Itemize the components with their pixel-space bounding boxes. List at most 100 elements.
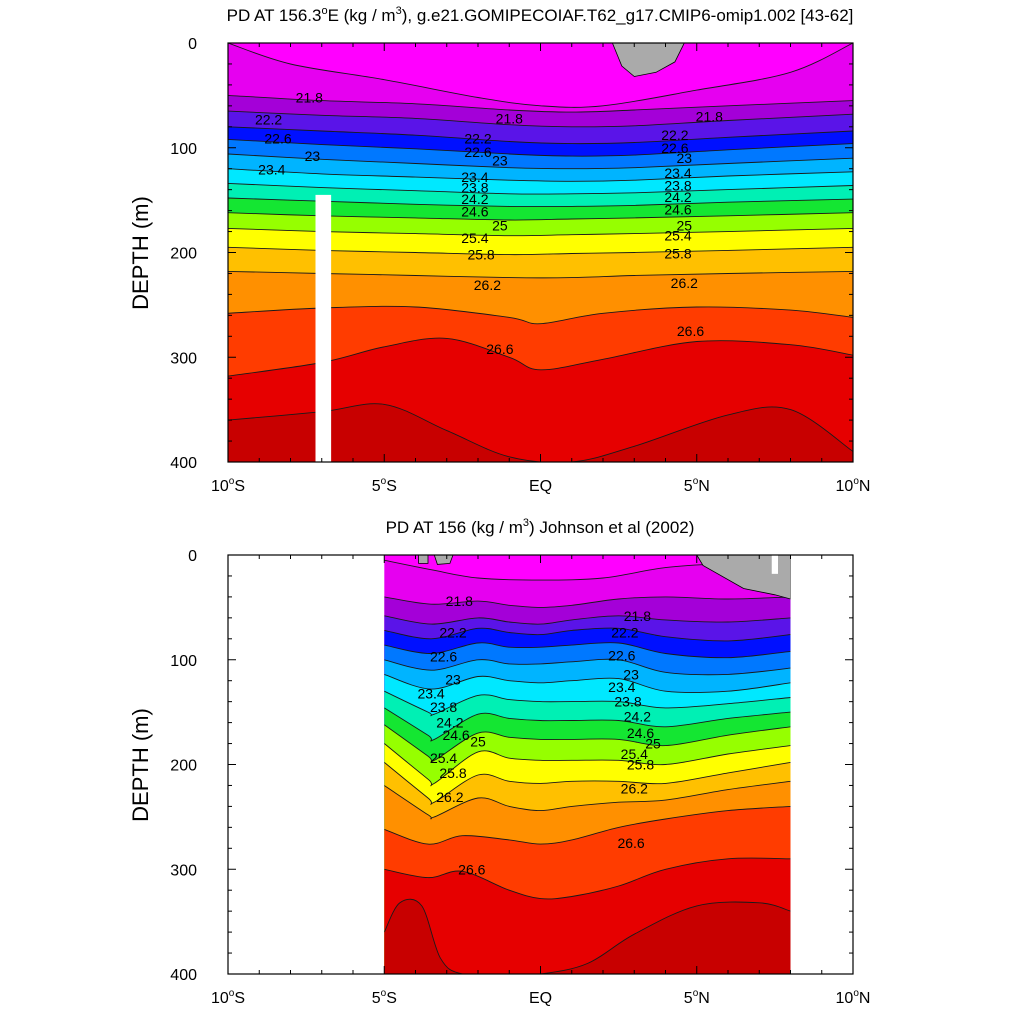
contour-label: 24.6 — [664, 202, 691, 218]
contour-line-21.2 — [228, 43, 853, 108]
x-tick-label: 5oN — [684, 476, 710, 495]
contour-label: 24.6 — [627, 725, 654, 741]
y-tick-label: 300 — [170, 350, 197, 367]
contour-label: 23.4 — [608, 679, 635, 695]
contour-line-21.6 — [228, 94, 853, 113]
contour-line-22.8 — [384, 642, 791, 659]
y-tick-label: 400 — [170, 967, 197, 984]
land-mask-2 — [696, 555, 791, 600]
contour-label: 21.8 — [624, 608, 651, 624]
contour-label: 23.4 — [417, 685, 444, 701]
contour-label: 25.4 — [664, 228, 691, 244]
contour-label: 23.4 — [664, 165, 691, 181]
contour-label: 26.2 — [671, 275, 698, 291]
x-tick-label: 10oS — [211, 476, 245, 495]
contour-band-27 — [228, 403, 853, 462]
contour-line-26.4 — [228, 305, 853, 325]
contour-line-23.6 — [228, 168, 853, 182]
x-tick-label: 10oN — [836, 988, 871, 1007]
contour-label: 24.2 — [461, 191, 488, 207]
x-tick-label: 5oS — [372, 988, 397, 1007]
contour-line-25.2 — [384, 743, 791, 787]
contour-line-24 — [384, 690, 791, 717]
contour-label: 24.2 — [436, 715, 463, 731]
panel-bottom-observed: PD AT 156 (kg / m3) Johnson et al (2002)… — [128, 517, 870, 1007]
land-mask-0 — [418, 555, 429, 564]
axis-ticks — [227, 554, 854, 975]
y-tick-label: 300 — [170, 862, 197, 879]
contour-label: 25.8 — [664, 246, 691, 262]
contour-line-22 — [228, 110, 853, 128]
y-tick-label: 100 — [170, 653, 197, 670]
contour-line-22.4 — [384, 627, 791, 642]
contour-line-26.8 — [228, 337, 853, 377]
contour-label: 26.6 — [617, 835, 644, 851]
contour-line-24.4 — [384, 707, 791, 742]
y-tick-label: 100 — [170, 141, 197, 158]
x-tick-label: EQ — [529, 478, 552, 495]
contour-label: 23.4 — [461, 169, 488, 185]
contour-line-26.8 — [384, 857, 791, 900]
contour-label: 22.6 — [661, 140, 688, 156]
contour-label: 25 — [470, 734, 486, 750]
contour-label: 21.8 — [496, 110, 523, 126]
contour-line-22.8 — [228, 138, 853, 157]
contour-label: 23 — [305, 148, 321, 164]
contour-label: 25.4 — [430, 750, 457, 766]
contour-label: 26.2 — [436, 789, 463, 805]
contour-label: 25.8 — [467, 247, 494, 263]
missing-data-0 — [771, 555, 778, 574]
x-tick-label: 5oS — [372, 476, 397, 495]
missing-data-0 — [315, 194, 332, 462]
contour-label: 22.6 — [464, 144, 491, 160]
contour-label: 25.4 — [461, 230, 488, 246]
contour-label: 26.6 — [458, 861, 485, 877]
contour-label: 24.2 — [624, 708, 651, 724]
contour-label: 22.2 — [611, 625, 638, 641]
x-tick-label: 10oN — [836, 476, 871, 495]
contour-band-27 — [384, 899, 791, 974]
contour-line-24 — [228, 182, 853, 195]
panel-top-y-axis-title: DEPTH (m) — [128, 196, 153, 310]
contour-label: 23 — [677, 150, 693, 166]
contour-label: 23 — [623, 666, 639, 682]
contour-label: 23 — [492, 152, 508, 168]
contour-label: 23 — [445, 672, 461, 688]
contour-label: 25 — [645, 736, 661, 752]
panel-top-model: PD AT 156.3oE (kg / m3), g.e21.GOMIPECOI… — [128, 5, 870, 495]
contour-line-26.4 — [384, 805, 791, 845]
contour-label: 25.4 — [621, 746, 648, 762]
x-tick-label: 10oS — [211, 988, 245, 1007]
contour-label: 23.8 — [461, 180, 488, 196]
y-tick-label: 0 — [188, 548, 197, 565]
contour-label: 22.6 — [608, 648, 635, 664]
contour-line-26 — [384, 780, 791, 820]
contour-line-25.6 — [384, 761, 791, 805]
contour-label: 22.6 — [264, 130, 291, 146]
y-tick-label: 200 — [170, 758, 197, 775]
axis-ticks — [227, 42, 854, 463]
y-tick-label: 200 — [170, 246, 197, 263]
contour-label: 25 — [492, 217, 508, 233]
contour-label: 24.2 — [664, 189, 691, 205]
contour-field: 21.821.8 21.822.222.2 22.222.622.6 22.623 23… — [228, 43, 853, 462]
contour-line-22 — [384, 615, 791, 625]
contour-label: 25.8 — [439, 765, 466, 781]
contour-line-22.4 — [228, 126, 853, 145]
contour-line-23.2 — [384, 658, 791, 676]
contour-label: 21.8 — [296, 90, 323, 106]
contour-label: 22.2 — [661, 127, 688, 143]
land-mask-1 — [433, 555, 454, 565]
contour-label: 23.8 — [664, 178, 691, 194]
contour-label: 22.2 — [439, 625, 466, 641]
contour-line-27 — [384, 898, 791, 974]
land-mask-0 — [611, 43, 685, 77]
contour-label: 25.8 — [627, 757, 654, 773]
contour-label: 26.2 — [474, 277, 501, 293]
x-tick-label: EQ — [529, 990, 552, 1007]
contour-label: 24.6 — [442, 727, 469, 743]
contour-label: 23.4 — [258, 162, 285, 178]
panel-bottom-title: PD AT 156 (kg / m3) Johnson et al (2002) — [386, 517, 695, 537]
